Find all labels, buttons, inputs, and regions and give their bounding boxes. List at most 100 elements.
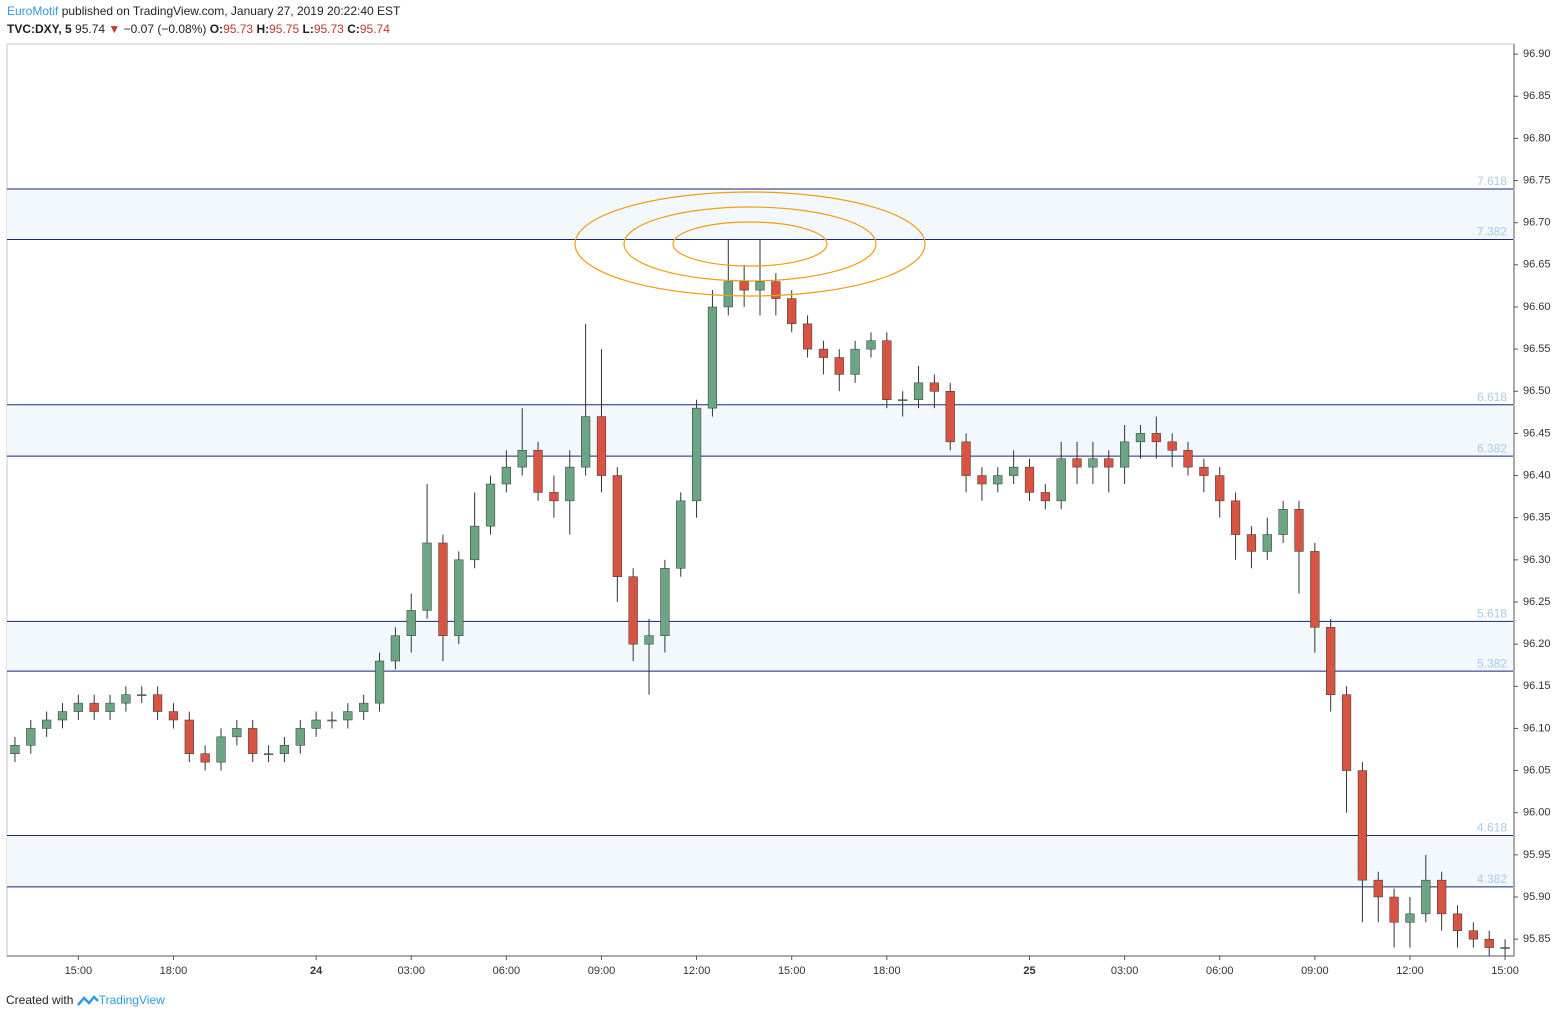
level-label: 4.618 [1477, 821, 1507, 835]
y-tick-label: 96.30 [1523, 554, 1551, 566]
candle-body [787, 298, 797, 325]
candle-body [470, 525, 480, 561]
candle-body [438, 542, 448, 636]
symbol-line: TVC:DXY, 5 95.74 ▼ −0.07 (−0.08%) O:95.7… [7, 22, 390, 36]
candle-body [913, 382, 924, 400]
x-tick-label: 03:00 [397, 965, 425, 977]
candle-body [1389, 896, 1399, 923]
footer: Created with TradingView [6, 993, 165, 1008]
ellipse-annotation [574, 191, 926, 297]
candle-body [1294, 509, 1304, 552]
candle-body [676, 500, 686, 569]
candle-body [723, 281, 733, 308]
ohlc-label: O: [209, 22, 224, 36]
ohlc-label: L: [302, 22, 314, 36]
x-tick-label: 12:00 [1396, 965, 1424, 977]
candle-body [1183, 450, 1193, 468]
candle-body [1326, 627, 1336, 695]
candle-body [1262, 534, 1272, 552]
candle-body [454, 559, 464, 636]
candle-body [279, 745, 290, 754]
brand[interactable]: TradingView [98, 993, 165, 1007]
y-tick-label: 95.90 [1523, 891, 1551, 903]
ohlc-value: 95.74 [359, 22, 390, 36]
x-tick-label: 09:00 [588, 965, 616, 977]
symbol: TVC:DXY, 5 [7, 22, 72, 36]
candle-body [802, 323, 813, 350]
ellipse [623, 206, 877, 282]
candle-body [1167, 441, 1177, 451]
last-price: 95.74 [75, 22, 106, 36]
x-tick-label: 15:00 [1491, 965, 1519, 977]
candle-body [1151, 433, 1161, 443]
created-with: Created with [6, 993, 74, 1007]
logo-mark [76, 994, 99, 1006]
candle-body [1421, 879, 1431, 915]
ohlc-label: C: [347, 22, 360, 36]
candle-body [1278, 509, 1288, 535]
candle-body [168, 711, 179, 721]
y-tick-label: 96.65 [1523, 259, 1551, 271]
level-label: 7.618 [1477, 174, 1507, 188]
y-tick-label: 96.00 [1523, 807, 1551, 819]
candle-body [184, 719, 194, 754]
change: −0.07 (−0.08%) [123, 22, 207, 36]
candle-body [343, 711, 353, 721]
candle-body [1120, 441, 1130, 468]
candle-body [961, 441, 971, 476]
candle-body [755, 281, 765, 291]
candle-body [26, 728, 36, 746]
level-band [7, 835, 1513, 887]
candle-body [137, 694, 147, 696]
level-band [7, 404, 1513, 457]
candle-body [882, 340, 892, 400]
candle-body [105, 702, 115, 712]
x-tick-label: 24 [310, 965, 323, 977]
level-label: 6.618 [1477, 390, 1507, 404]
candle-body [581, 416, 591, 468]
candle-body [89, 702, 99, 712]
published: published on TradingView.com, January 27… [61, 4, 401, 18]
candle-body [1310, 551, 1320, 628]
y-tick-label: 96.25 [1523, 596, 1551, 608]
candle-body [565, 466, 575, 502]
candle-body [311, 719, 321, 729]
ellipse [672, 221, 828, 267]
bands: 7.618 7.382 6.618 6.382 5.618 5.382 4.618 4.382 [7, 174, 1513, 888]
ellipse [574, 191, 926, 297]
x-tick-label: 12:00 [683, 965, 711, 977]
candle-body [1341, 694, 1352, 771]
chart: 7.618 7.382 6.618 6.382 5.618 5.382 4.618 4.382… [6, 43, 1551, 977]
y-tick-label: 96.90 [1523, 48, 1551, 60]
y-tick-label: 96.75 [1523, 174, 1551, 186]
candle-body [707, 306, 718, 409]
candle-body [945, 391, 955, 443]
candle-body [1056, 458, 1066, 502]
y-tick-label: 96.15 [1523, 680, 1551, 692]
candle-body [1437, 879, 1447, 915]
y-tick-label: 96.60 [1523, 301, 1551, 313]
y-tick-label: 96.55 [1523, 343, 1551, 355]
author[interactable]: EuroMotif [7, 4, 59, 18]
candle-body [850, 348, 860, 375]
x-tick-label: 03:00 [1111, 965, 1139, 977]
candle-body [596, 416, 607, 476]
level-band [7, 621, 1513, 672]
candle-body [1088, 458, 1098, 468]
candle-body [295, 728, 305, 746]
x-tick-label: 25 [1023, 965, 1035, 977]
candle-body [1230, 500, 1241, 535]
marks [10, 239, 1510, 956]
header-line: EuroMotif published on TradingView.com, … [7, 4, 400, 18]
candle-body [898, 399, 908, 401]
ohlc-label: H: [256, 22, 270, 36]
candle-body [1199, 466, 1209, 476]
y-tick-label: 96.20 [1523, 638, 1551, 650]
candle-body [660, 568, 670, 636]
candle-body [1468, 930, 1478, 940]
candle-body [1040, 492, 1050, 502]
x-tick-label: 18:00 [160, 965, 188, 977]
candle-body [691, 407, 702, 502]
candle-body [263, 753, 274, 755]
